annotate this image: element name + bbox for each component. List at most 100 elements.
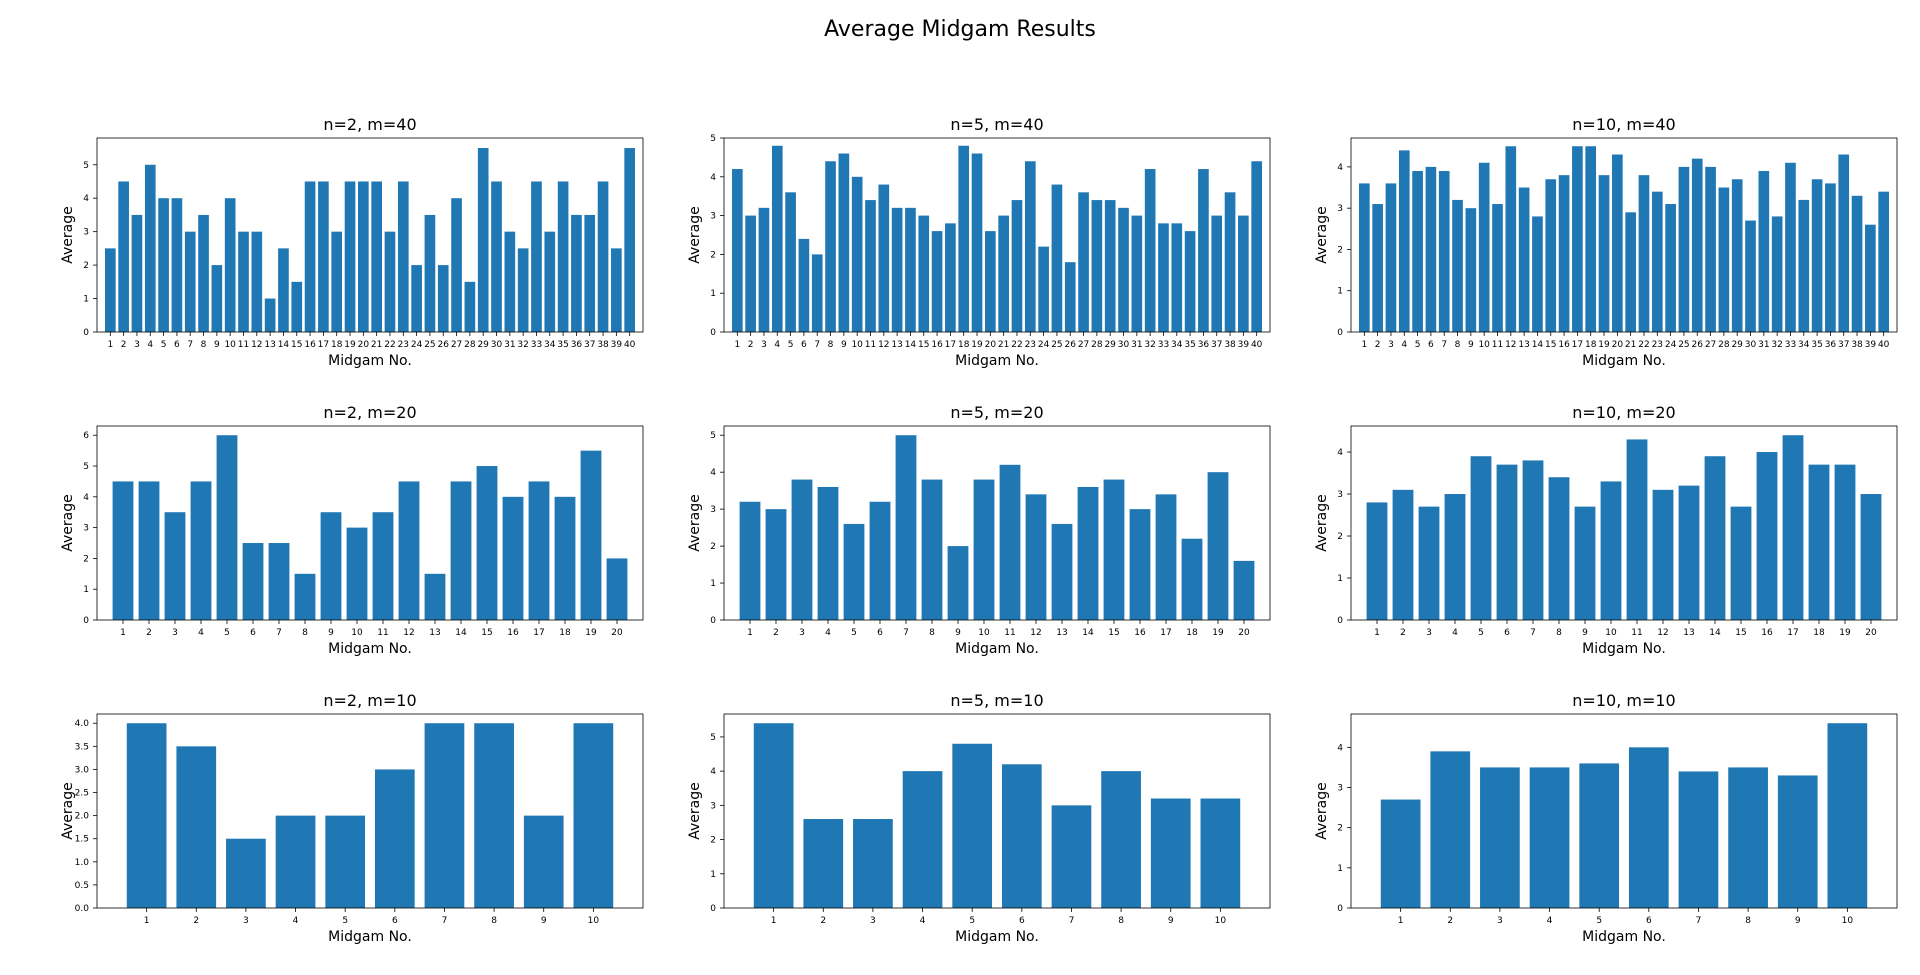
x-tick-label: 4 <box>920 916 926 926</box>
y-tick-label: 3.0 <box>75 765 90 775</box>
y-tick-label: 0 <box>710 328 716 338</box>
x-tick-label: 13 <box>429 628 440 638</box>
x-axis-label: Midgam No. <box>328 353 412 369</box>
y-tick-label: 3 <box>1337 490 1343 500</box>
y-tick-label: 2 <box>1337 532 1343 542</box>
bar <box>1678 166 1690 332</box>
bar <box>931 231 943 332</box>
x-tick-label: 9 <box>955 628 961 638</box>
bar <box>1198 169 1209 332</box>
x-tick-label: 14 <box>1532 340 1544 350</box>
x-tick-label: 9 <box>1468 340 1474 350</box>
y-tick-label: 4 <box>710 173 716 183</box>
y-tick-label: 1.0 <box>75 858 90 868</box>
bar <box>1505 146 1517 332</box>
x-tick-label: 27 <box>1078 340 1089 350</box>
x-tick-label: 17 <box>533 628 544 638</box>
x-tick-label: 28 <box>1091 340 1103 350</box>
x-tick-label: 2 <box>748 340 754 350</box>
x-tick-label: 16 <box>304 340 316 350</box>
bar <box>374 769 415 908</box>
x-tick-label: 14 <box>905 340 917 350</box>
x-tick-label: 34 <box>1171 340 1183 350</box>
y-tick-label: 5 <box>710 134 716 144</box>
x-tick-label: 3 <box>1426 628 1432 638</box>
x-tick-label: 26 <box>1692 340 1704 350</box>
bar <box>1548 477 1570 620</box>
x-tick-label: 1 <box>144 916 150 926</box>
y-tick-label: 2 <box>1337 824 1343 834</box>
x-tick-label: 18 <box>559 628 571 638</box>
x-tick-label: 12 <box>1505 340 1516 350</box>
y-tick-label: 2 <box>1337 245 1343 255</box>
bar <box>544 231 556 332</box>
x-tick-label: 39 <box>1238 340 1250 350</box>
bar <box>1211 215 1223 332</box>
x-axis-label: Midgam No. <box>955 353 1039 369</box>
y-tick-label: 0 <box>710 904 716 914</box>
x-tick-label: 4 <box>293 916 299 926</box>
bar <box>184 231 196 332</box>
x-tick-label: 7 <box>442 916 448 926</box>
bar <box>865 200 876 332</box>
x-tick-label: 22 <box>1638 340 1649 350</box>
bar <box>331 231 343 332</box>
x-tick-label: 3 <box>870 916 876 926</box>
bar <box>238 231 249 332</box>
x-tick-label: 8 <box>1455 340 1461 350</box>
subplot: 0 1 2 3 4 1 2 3 4 5 6 7 8 9 10 n=10, m=10 Midgam No. Aver… <box>1314 691 1898 945</box>
x-tick-label: 11 <box>1492 340 1503 350</box>
x-tick-label: 20 <box>1238 628 1250 638</box>
bar <box>1628 747 1669 908</box>
x-tick-label: 7 <box>1441 340 1447 350</box>
bar <box>1572 146 1583 332</box>
bar <box>765 509 787 620</box>
bar <box>1808 464 1830 620</box>
bar <box>869 501 891 620</box>
bar <box>1705 166 1716 332</box>
x-tick-label: 37 <box>1838 340 1849 350</box>
x-tick-label: 7 <box>1696 916 1702 926</box>
bar <box>1150 798 1191 908</box>
x-tick-label: 23 <box>1652 340 1663 350</box>
x-axis-label: Midgam No. <box>955 641 1039 657</box>
x-tick-label: 5 <box>161 340 167 350</box>
x-tick-label: 8 <box>929 628 935 638</box>
bar <box>905 207 916 332</box>
x-tick-label: 5 <box>342 916 348 926</box>
bar <box>384 231 396 332</box>
x-tick-label: 35 <box>1811 340 1822 350</box>
y-tick-label: 3 <box>83 524 89 534</box>
x-tick-label: 37 <box>1211 340 1222 350</box>
x-tick-label: 12 <box>878 340 889 350</box>
x-tick-label: 20 <box>611 628 623 638</box>
x-tick-label: 18 <box>958 340 970 350</box>
bar <box>771 145 783 332</box>
x-tick-label: 32 <box>517 340 528 350</box>
subplot-title: n=5, m=10 <box>950 691 1043 710</box>
bar <box>1678 771 1719 908</box>
x-tick-label: 4 <box>1401 340 1407 350</box>
x-tick-label: 36 <box>1198 340 1210 350</box>
bar <box>1878 191 1890 332</box>
x-tick-label: 9 <box>541 916 547 926</box>
bar <box>1798 199 1810 332</box>
x-tick-label: 10 <box>1842 916 1854 926</box>
x-tick-label: 8 <box>201 340 207 350</box>
x-tick-label: 16 <box>507 628 519 638</box>
bar <box>1425 166 1437 332</box>
bar <box>1418 506 1440 620</box>
bar <box>745 215 756 332</box>
bar <box>825 161 836 332</box>
x-tick-label: 5 <box>969 916 975 926</box>
figure-title: Average Midgam Results <box>824 17 1096 42</box>
bar <box>176 746 217 908</box>
axes-frame <box>96 713 644 909</box>
bar <box>1545 179 1557 332</box>
bar <box>1103 479 1125 620</box>
x-tick-label: 17 <box>1572 340 1583 350</box>
x-tick-label: 28 <box>464 340 476 350</box>
bar <box>528 481 550 620</box>
y-tick-label: 1 <box>83 295 89 305</box>
bar <box>1745 220 1756 332</box>
